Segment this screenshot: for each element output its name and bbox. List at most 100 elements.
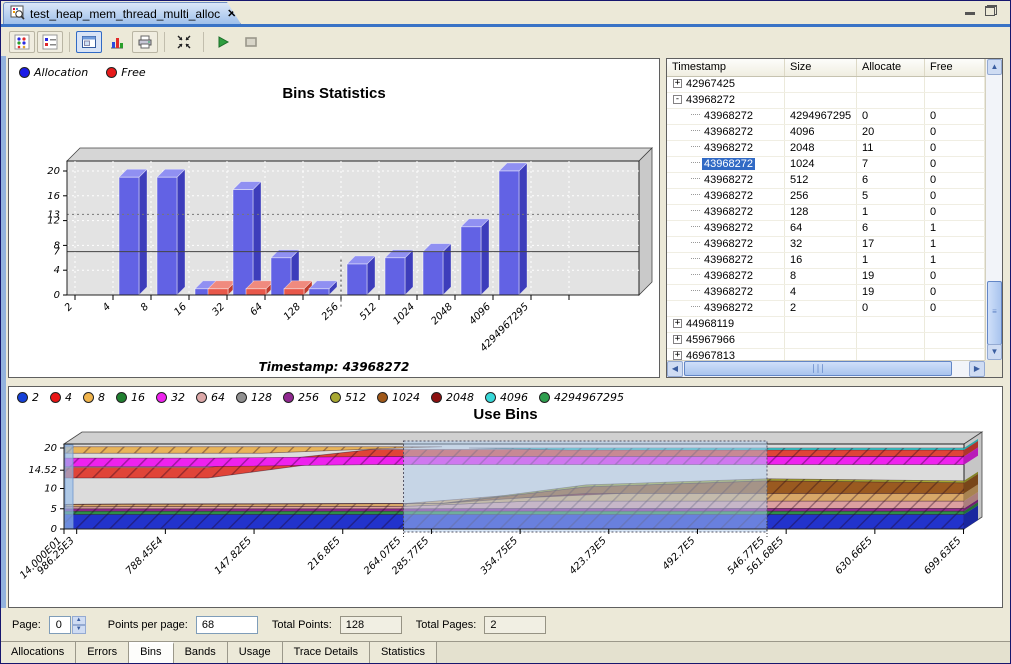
svg-text:216.8E5: 216.8E5 [306, 535, 343, 572]
cell-allocate: 17 [857, 237, 925, 252]
bottom-tab-usage[interactable]: Usage [227, 642, 283, 664]
table-row[interactable]: +46967813 [667, 349, 986, 361]
cell-timestamp: +42967425 [667, 77, 785, 92]
table-row[interactable]: 43968272 512 6 0 [667, 173, 986, 189]
tab-underline [0, 24, 1011, 27]
svg-text:7: 7 [54, 247, 61, 258]
tab-test-heap[interactable]: test_heap_mem_thread_multi_alloc ✕ [3, 2, 241, 24]
column-header-allocate[interactable]: Allocate [857, 59, 925, 76]
table-row[interactable]: 43968272 4294967295 0 0 [667, 109, 986, 125]
table-row[interactable]: 43968272 16 1 1 [667, 253, 986, 269]
table-row[interactable]: 43968272 256 5 0 [667, 189, 986, 205]
event-list-icon [42, 34, 58, 49]
table-row[interactable]: +42967425 [667, 77, 986, 93]
page-label: Page: [12, 619, 41, 631]
scroll-down-icon[interactable]: ▼ [987, 344, 1002, 360]
cell-size [785, 333, 857, 348]
bottom-tab-trace-details[interactable]: Trace Details [282, 642, 370, 664]
view-tab-bar: test_heap_mem_thread_multi_alloc ✕ [0, 0, 1011, 24]
spin-down-icon[interactable]: ▼ [71, 625, 86, 634]
table-row[interactable]: +45967966 [667, 333, 986, 349]
table-row[interactable]: 43968272 2048 11 0 [667, 141, 986, 157]
cell-timestamp: +46967813 [667, 349, 785, 361]
close-icon[interactable]: ✕ [227, 8, 237, 20]
bottom-tab-allocations[interactable]: Allocations [0, 642, 77, 664]
table-row[interactable]: 43968272 8 19 0 [667, 269, 986, 285]
expand-icon[interactable]: + [673, 334, 682, 344]
print-icon [138, 35, 152, 48]
tab-title: test_heap_mem_thread_multi_alloc [30, 6, 221, 21]
tree-line [691, 290, 700, 292]
horizontal-scroll-thumb[interactable]: ∣∣∣ [684, 361, 952, 376]
tree-line [691, 210, 700, 212]
legend-dot-icon [485, 392, 496, 403]
vertical-scrollbar[interactable]: ▲ ≡ ▼ [985, 59, 1002, 361]
fit-window-button[interactable] [171, 31, 197, 53]
column-header-free[interactable]: Free [925, 59, 985, 76]
cell-free: 0 [925, 173, 985, 188]
resume-button[interactable] [210, 31, 236, 53]
tree-line [691, 242, 700, 244]
expand-icon[interactable]: + [673, 318, 682, 328]
points-per-page-input[interactable]: 68 [195, 616, 258, 634]
overview-mode-icon [82, 35, 96, 48]
tree-line [691, 226, 700, 228]
scroll-left-icon[interactable]: ◀ [667, 361, 683, 377]
legend-item: Allocation [19, 66, 88, 79]
table-row[interactable]: 43968272 2 0 0 [667, 301, 986, 317]
tree-line [691, 306, 700, 308]
bottom-tab-bands[interactable]: Bands [173, 642, 228, 664]
table-row[interactable]: +44968119 [667, 317, 986, 333]
total-pages-field: 2 [484, 616, 547, 634]
cell-allocate: 5 [857, 189, 925, 204]
view-frame-strip [1, 56, 6, 608]
legend-dot-icon [330, 392, 341, 403]
cell-timestamp: 43968272 [667, 109, 785, 124]
restore-icon[interactable] [985, 5, 997, 16]
expand-icon[interactable]: + [673, 78, 682, 88]
svg-text:423.73E5: 423.73E5 [567, 535, 608, 576]
cell-timestamp: 43968272 [667, 237, 785, 252]
minimize-icon[interactable] [965, 6, 976, 16]
table-row[interactable]: 43968272 1024 7 0 [667, 157, 986, 173]
spin-up-icon[interactable]: ▲ [71, 616, 86, 625]
horizontal-scrollbar[interactable]: ◀ ∣∣∣ ▶ [667, 360, 985, 377]
table-row[interactable]: 43968272 32 17 1 [667, 237, 986, 253]
table-row[interactable]: 43968272 4096 20 0 [667, 125, 986, 141]
print-button[interactable] [132, 30, 158, 53]
tree-line [691, 162, 700, 164]
table-row[interactable]: 43968272 128 1 0 [667, 205, 986, 221]
event-list-button[interactable] [37, 30, 63, 53]
legend-item: 4096 [485, 391, 528, 404]
column-header-size[interactable]: Size [785, 59, 857, 76]
scroll-up-icon[interactable]: ▲ [987, 59, 1002, 75]
chart-mode-button[interactable] [104, 31, 130, 53]
vertical-scroll-thumb[interactable]: ≡ [987, 281, 1002, 345]
tree-line [691, 130, 700, 132]
column-header-timestamp[interactable]: Timestamp [667, 59, 785, 76]
svg-text:1024: 1024 [391, 301, 417, 327]
svg-text:13: 13 [47, 209, 60, 220]
page-spinner[interactable]: 0 [48, 616, 71, 634]
cell-allocate: 19 [857, 285, 925, 300]
allocation-grid-button[interactable] [9, 30, 35, 53]
legend-dot-icon [19, 67, 30, 78]
expand-icon[interactable]: + [673, 350, 682, 360]
collapse-icon[interactable]: - [673, 94, 682, 104]
table-row[interactable]: -43968272 [667, 93, 986, 109]
svg-text:492.7E5: 492.7E5 [661, 535, 698, 572]
table-header: Timestamp Size Allocate Free [667, 59, 1002, 77]
cell-free: 0 [925, 269, 985, 284]
cell-free: 0 [925, 125, 985, 140]
scroll-right-icon[interactable]: ▶ [969, 361, 985, 377]
svg-text:354.75E5: 354.75E5 [479, 535, 520, 576]
overview-mode-button[interactable] [76, 30, 102, 53]
table-row[interactable]: 43968272 4 19 0 [667, 285, 986, 301]
bottom-tab-statistics[interactable]: Statistics [369, 642, 437, 664]
bottom-tab-errors[interactable]: Errors [76, 642, 130, 664]
bottom-tab-bins[interactable]: Bins [129, 642, 174, 664]
use-bins-panel: 2 4 8 16 32 64 128 256 512 1024 2048 4096 4294967295… [8, 386, 1003, 608]
table-row[interactable]: 43968272 64 6 1 [667, 221, 986, 237]
